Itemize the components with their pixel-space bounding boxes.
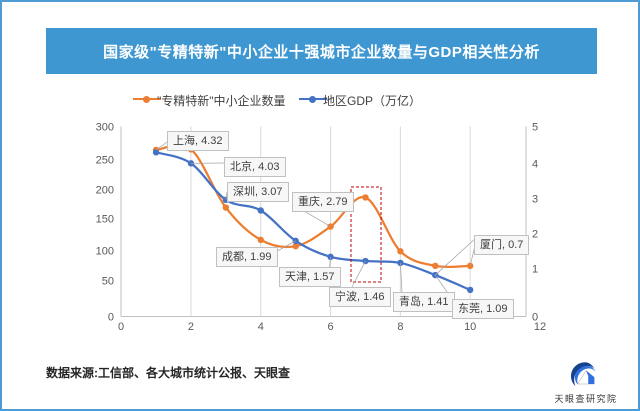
svg-text:6: 6 xyxy=(328,321,334,333)
svg-text:250: 250 xyxy=(96,155,114,167)
svg-text:8: 8 xyxy=(397,321,403,333)
svg-text:0: 0 xyxy=(118,321,124,333)
svg-text:1: 1 xyxy=(532,264,538,276)
svg-text:0: 0 xyxy=(108,312,114,324)
svg-text:10: 10 xyxy=(464,321,476,333)
svg-text:3: 3 xyxy=(532,194,538,206)
svg-text:50: 50 xyxy=(102,276,114,288)
svg-text:2: 2 xyxy=(188,321,194,333)
svg-text:300: 300 xyxy=(96,122,114,134)
svg-text:5: 5 xyxy=(532,122,538,134)
svg-text:12: 12 xyxy=(534,321,546,333)
svg-text:200: 200 xyxy=(96,185,114,197)
svg-text:2: 2 xyxy=(532,229,538,241)
svg-text:100: 100 xyxy=(96,246,114,258)
svg-text:4: 4 xyxy=(532,159,538,171)
svg-text:4: 4 xyxy=(258,321,264,333)
svg-text:150: 150 xyxy=(96,214,114,226)
